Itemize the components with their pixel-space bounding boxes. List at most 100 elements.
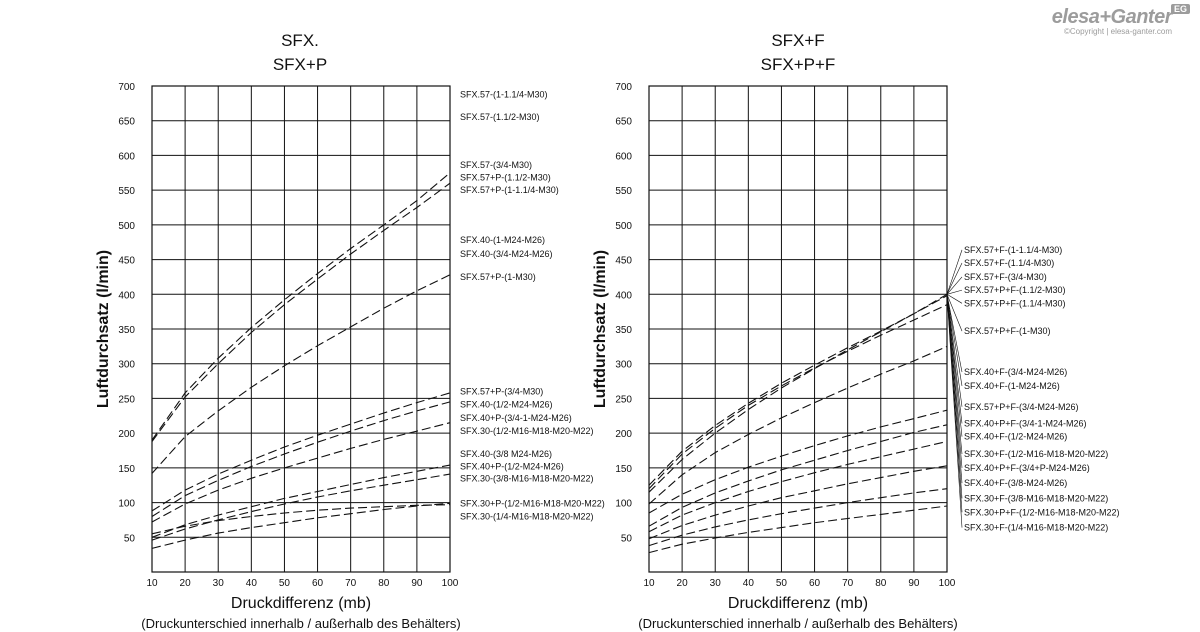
y-tick-label: 300 — [118, 360, 135, 371]
y-tick-label: 450 — [615, 256, 632, 267]
series-annotation: SFX.57+P-(1-1.1/4-M30) — [460, 185, 559, 195]
x-tick-label: 50 — [279, 578, 291, 589]
x-tick-label: 20 — [677, 578, 689, 589]
chart-title: SFX+F — [771, 31, 824, 50]
series-annotation: SFX.40+F-(3/8-M24-M26) — [964, 478, 1067, 488]
series-line-9 — [151, 502, 451, 549]
y-tick-label: 100 — [615, 499, 632, 510]
series-annotation: SFX.57-(1.1/2-M30) — [460, 112, 540, 122]
y-tick-label: 550 — [118, 186, 135, 197]
x-tick-label: 70 — [842, 578, 854, 589]
series-annotation: SFX.30+F-(1/2-M16-M18-M20-M22) — [964, 449, 1108, 459]
y-axis-label: Luftdurchsatz (l/min) — [592, 250, 609, 408]
y-tick-label: 200 — [118, 429, 135, 440]
series-line-6 — [151, 422, 451, 523]
x-tick-label: 100 — [442, 578, 459, 589]
x-tick-label: 20 — [180, 578, 192, 589]
annotation-leader — [946, 294, 963, 332]
y-tick-label: 400 — [118, 290, 135, 301]
series-line-4 — [151, 392, 451, 512]
y-tick-label: 300 — [615, 360, 632, 371]
series-line-1 — [151, 182, 451, 442]
y-tick-label: 400 — [615, 290, 632, 301]
y-tick-label: 700 — [118, 82, 135, 93]
series-annotation: SFX.57-(1-1.1/4-M30) — [460, 89, 548, 99]
brand-badge: EG — [1170, 4, 1190, 14]
series-annotation: SFX.40-(1/2-M24-M26) — [460, 400, 553, 410]
series-line-7 — [151, 464, 451, 538]
series-annotation: SFX.30-(3/8-M16-M18-M20-M22) — [460, 473, 594, 483]
x-tick-label: 30 — [213, 578, 225, 589]
plot-frame — [648, 85, 948, 573]
x-tick-label: 80 — [378, 578, 390, 589]
series-annotation: SFX.30+F-(3/8-M16-M18-M20-M22) — [964, 493, 1108, 503]
annotation-leader — [946, 294, 963, 304]
annotation-leader — [946, 294, 963, 386]
series-annotation: SFX.40+F-(1/2-M24-M26) — [964, 432, 1067, 442]
x-tick-label: 50 — [776, 578, 788, 589]
series-annotation: SFX.57+P-(3/4-M30) — [460, 386, 543, 396]
series-annotation: SFX.57+P+F-(1.1/2-M30) — [964, 285, 1066, 295]
series-annotation: SFX.57+P-(1.1/2-M30) — [460, 173, 551, 183]
y-tick-label: 250 — [118, 394, 135, 405]
annotation-leader — [946, 262, 963, 295]
plot-frame — [151, 85, 451, 573]
x-axis-label: Druckdifferenz (mb) — [231, 595, 371, 612]
series-annotation: SFX.57+P-(1-M30) — [460, 272, 536, 282]
y-tick-label: 150 — [118, 464, 135, 475]
brand-name: elesa+Ganter — [1051, 6, 1173, 28]
series-annotation: SFX.30-(1/2-M16-M18-M20-M22) — [460, 426, 594, 436]
chart-title: SFX+P — [273, 55, 327, 74]
series-line-3 — [648, 293, 948, 493]
series-annotation: SFX.40-(3/4-M24-M26) — [460, 249, 553, 259]
series-line-6 — [648, 409, 948, 514]
series-annotation: SFX.40+P+F-(3/4-1-M24-M26) — [964, 418, 1087, 428]
series-line-8 — [151, 473, 451, 541]
series-annotation: SFX.57+P+F-(1.1/4-M30) — [964, 298, 1066, 308]
x-tick-label: 30 — [710, 578, 722, 589]
y-axis-label: Luftdurchsatz (l/min) — [95, 250, 112, 408]
y-tick-label: 50 — [124, 533, 136, 544]
x-tick-label: 60 — [312, 578, 324, 589]
x-tick-label: 60 — [809, 578, 821, 589]
y-tick-label: 500 — [615, 221, 632, 232]
series-annotation: SFX.40+P+F-(3/4+P-M24-M26) — [964, 463, 1090, 473]
series-annotation: SFX.40+F-(3/4-M24-M26) — [964, 367, 1067, 377]
annotation-leader — [946, 294, 963, 407]
y-tick-label: 150 — [615, 464, 632, 475]
x-tick-label: 70 — [345, 578, 357, 589]
chart-title: SFX+P+F — [761, 55, 836, 74]
series-annotation: SFX.57+P+F-(1-M30) — [964, 326, 1051, 336]
series-annotation: SFX.40-(3/8 M24-M26) — [460, 449, 552, 459]
x-tick-label: 90 — [411, 578, 423, 589]
series-line-5 — [648, 424, 948, 527]
x-axis-sublabel: (Druckunterschied innerhalb / außerhalb … — [141, 616, 460, 631]
y-tick-label: 200 — [615, 429, 632, 440]
x-axis-label: Druckdifferenz (mb) — [728, 595, 868, 612]
series-line-9 — [648, 488, 948, 547]
y-tick-label: 600 — [615, 151, 632, 162]
series-annotation: SFX.57-(3/4-M30) — [460, 160, 532, 170]
y-tick-label: 50 — [621, 533, 633, 544]
y-tick-label: 250 — [615, 394, 632, 405]
chart-2: SFX+F SFX+P+F 10 20 30 40 50 60 70 80 90 100 50 100 15… — [592, 31, 1120, 631]
brand-logo: elesa+Ganter EG ©Copyright | elesa-gante… — [1051, 4, 1190, 36]
series-annotation: SFX.40-(1-M24-M26) — [460, 235, 545, 245]
x-tick-label: 10 — [146, 578, 158, 589]
series-annotation: SFX.57+F-(1.1/4-M30) — [964, 258, 1054, 268]
y-tick-label: 350 — [118, 325, 135, 336]
series-line-3 — [151, 274, 451, 474]
x-tick-label: 90 — [908, 578, 920, 589]
series-annotation: SFX.57+F-(3/4-M30) — [964, 272, 1047, 282]
y-tick-label: 500 — [118, 221, 135, 232]
series-annotation: SFX.57+P+F-(3/4-M24-M26) — [964, 402, 1079, 412]
series-line-7 — [648, 440, 948, 533]
y-tick-label: 650 — [118, 117, 135, 128]
x-tick-label: 40 — [743, 578, 755, 589]
series-line-10 — [151, 504, 451, 535]
series-annotation: SFX.40+P-(3/4-1-M24-M26) — [460, 413, 572, 423]
series-annotation: SFX.30-(1/4-M16-M18-M20-M22) — [460, 511, 594, 521]
series-line-10 — [648, 505, 948, 554]
y-tick-label: 550 — [615, 186, 632, 197]
